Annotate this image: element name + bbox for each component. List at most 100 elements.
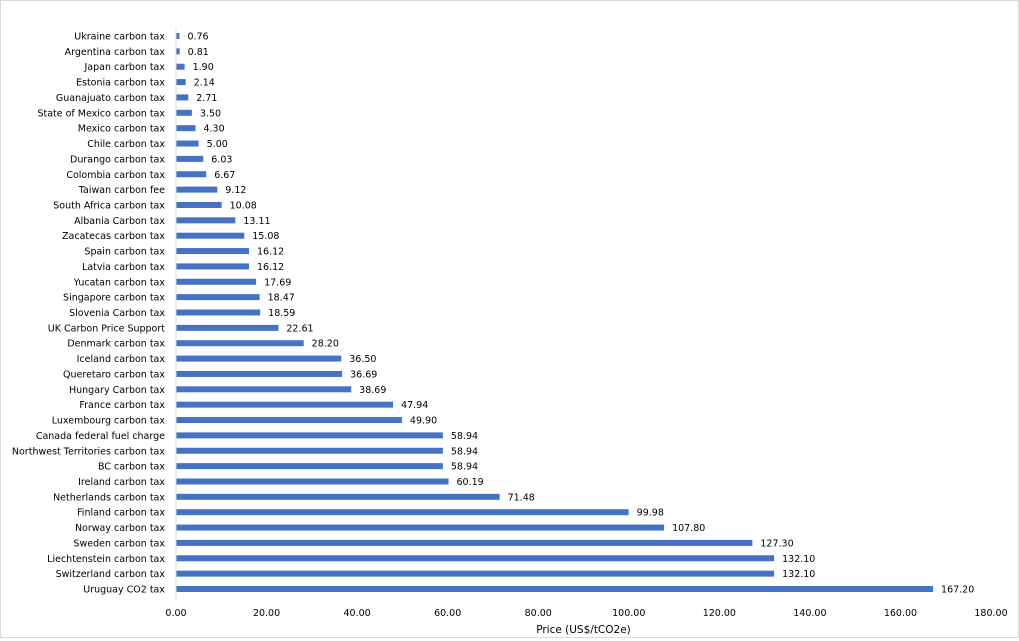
x-tick-label: 0.00 (165, 608, 186, 619)
category-label: Taiwan carbon fee (78, 185, 165, 196)
category-label: Guanajuato carbon tax (56, 93, 165, 104)
value-labels-group: 0.76 0.81 1.90 2.14 2.71 3.50 4.30 5.00 6.03 6.67… (187, 32, 974, 596)
bar (176, 586, 934, 592)
data-label: 13.11 (243, 216, 270, 227)
data-label: 71.48 (508, 492, 535, 503)
bar (176, 48, 180, 55)
category-label: Colombia carbon tax (66, 170, 165, 181)
category-label: Netherlands carbon tax (53, 492, 165, 503)
category-label: Ukraine carbon tax (74, 32, 165, 43)
data-label: 3.50 (200, 108, 221, 119)
category-label: Japan carbon tax (83, 62, 165, 73)
data-label: 47.94 (401, 400, 428, 411)
category-label: South Africa carbon tax (53, 200, 165, 211)
data-label: 17.69 (264, 277, 291, 288)
data-label: 36.50 (349, 354, 376, 365)
category-label: Slovenia Carbon tax (69, 308, 165, 319)
data-label: 107.80 (672, 523, 705, 534)
x-tick-labels-group: 0.00 20.00 40.00 60.00 80.00 100.00 120.00 140.… (165, 608, 1007, 619)
data-label: 0.76 (187, 32, 208, 43)
category-label: Sweden carbon tax (73, 538, 165, 549)
data-label: 132.10 (782, 554, 815, 565)
data-label: 28.20 (312, 339, 339, 350)
bar (176, 493, 500, 500)
bar (176, 355, 342, 362)
data-label: 49.90 (410, 416, 437, 427)
bar (176, 186, 218, 193)
category-label: Chile carbon tax (87, 139, 165, 150)
category-label: Spain carbon tax (84, 247, 165, 258)
category-label: Switzerland carbon tax (56, 569, 166, 580)
data-label: 10.08 (230, 200, 257, 211)
bar (176, 125, 196, 132)
category-label: Ireland carbon tax (78, 477, 165, 488)
bar (176, 201, 222, 208)
category-label: BC carbon tax (98, 462, 165, 473)
x-tick-label: 60.00 (434, 608, 461, 619)
x-axis-title: Price (US$/tCO2e) (536, 624, 631, 636)
bar (176, 524, 665, 531)
data-label: 16.12 (257, 262, 284, 273)
data-label: 58.94 (451, 462, 478, 473)
category-label: Canada federal fuel charge (36, 431, 165, 442)
x-tick-label: 80.00 (525, 608, 552, 619)
category-label: Zacatecas carbon tax (62, 231, 165, 242)
bar (176, 263, 249, 270)
category-label: Iceland carbon tax (77, 354, 166, 365)
bar (176, 155, 204, 162)
category-label: Uruguay CO2 tax (83, 585, 165, 596)
data-label: 132.10 (782, 569, 815, 580)
bar (176, 417, 402, 424)
data-label: 167.20 (941, 585, 974, 596)
bar (176, 171, 207, 178)
category-label: Denmark carbon tax (67, 339, 165, 350)
bar (176, 94, 189, 101)
bar (176, 232, 245, 239)
bar (176, 248, 249, 255)
bars-group (176, 33, 934, 592)
data-label: 58.94 (451, 431, 478, 442)
bar (176, 370, 343, 377)
data-label: 18.59 (268, 308, 295, 319)
data-label: 2.71 (196, 93, 217, 104)
category-label: Yucatan carbon tax (73, 277, 166, 288)
data-label: 1.90 (193, 62, 214, 73)
bar (176, 539, 753, 546)
bar (176, 401, 394, 408)
x-tick-label: 100.00 (612, 608, 645, 619)
data-label: 22.61 (286, 323, 313, 334)
data-label: 16.12 (257, 247, 284, 258)
bar (176, 109, 192, 116)
bar (176, 463, 443, 470)
category-label: Hungary Carbon tax (69, 385, 165, 396)
data-label: 18.47 (268, 293, 295, 304)
bar (176, 309, 261, 316)
data-label: 6.03 (211, 154, 232, 165)
x-tick-label: 160.00 (884, 608, 917, 619)
bar (176, 217, 236, 224)
data-label: 58.94 (451, 446, 478, 457)
data-label: 4.30 (203, 124, 224, 135)
x-tick-label: 20.00 (253, 608, 280, 619)
x-tick-label: 120.00 (703, 608, 736, 619)
category-label: State of Mexico carbon tax (37, 108, 165, 119)
bar (176, 447, 443, 454)
data-label: 6.67 (214, 170, 235, 181)
bar (176, 509, 629, 516)
bar (176, 478, 449, 485)
category-label: Northwest Territories carbon tax (12, 446, 165, 457)
data-label: 15.08 (252, 231, 279, 242)
bar (176, 432, 443, 439)
bar (176, 63, 185, 70)
x-tick-label: 180.00 (974, 608, 1007, 619)
bar (176, 570, 775, 577)
category-label: Durango carbon tax (70, 154, 165, 165)
bar (176, 79, 186, 86)
data-label: 60.19 (457, 477, 484, 488)
category-label: Finland carbon tax (77, 508, 165, 519)
category-label: Liechtenstein carbon tax (47, 554, 165, 565)
bar (176, 386, 352, 393)
category-label: Luxembourg carbon tax (52, 416, 166, 427)
category-label: Latvia carbon tax (82, 262, 165, 273)
